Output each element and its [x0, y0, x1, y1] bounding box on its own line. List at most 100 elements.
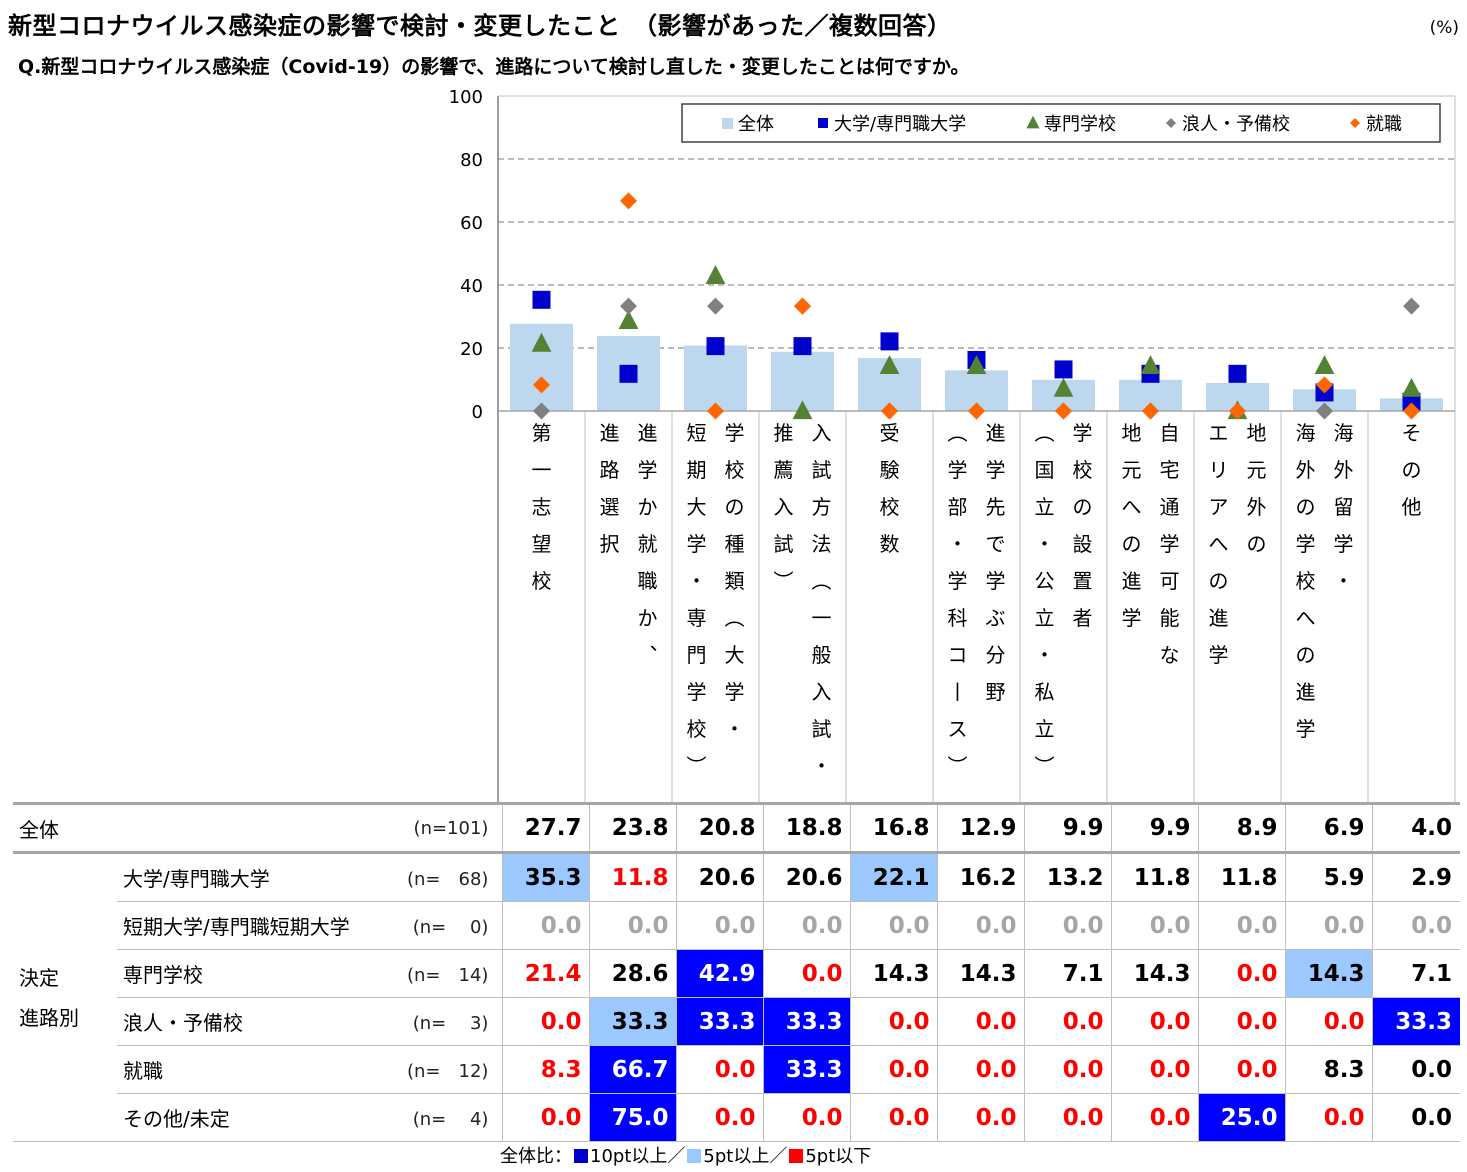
category-label-char: の — [725, 495, 745, 519]
table-cell: 0.0 — [937, 1045, 1025, 1094]
category-label-char: 短 — [687, 421, 707, 445]
table-cell: 4.0 — [1372, 802, 1460, 854]
table-cell: 6.9 — [1285, 802, 1373, 854]
category-label-char: 留 — [1334, 495, 1354, 519]
table-cell: 0.0 — [937, 901, 1025, 950]
category-label-char: ・ — [725, 717, 745, 741]
table-cell: 22.1 — [850, 852, 938, 902]
category-label-char: 元 — [1247, 458, 1267, 482]
category-label-char: 職 — [638, 569, 658, 593]
table-cell: 35.3 — [502, 852, 590, 902]
category-label-char: 学 — [948, 569, 968, 593]
table-cell: 18.8 — [763, 802, 851, 854]
legend-swatch — [1166, 118, 1176, 128]
table-cell: 0.0 — [1111, 997, 1199, 1046]
category-label-char: 分 — [986, 643, 1006, 667]
table-cell: 0.0 — [850, 1093, 938, 1142]
table-cell: 14.3 — [1111, 949, 1199, 998]
table-cell: 20.6 — [763, 852, 851, 902]
category-label-char: 大 — [687, 495, 707, 519]
table-cell: 0.0 — [676, 901, 764, 950]
table-cell: 5.9 — [1285, 852, 1373, 902]
table-cell: 0.0 — [1285, 901, 1373, 950]
table-cell: 9.9 — [1024, 802, 1112, 854]
category-label-char: 択 — [600, 532, 620, 556]
category-label-char: 校 — [1296, 569, 1316, 593]
category-label-char: の — [1296, 643, 1316, 667]
category-label-char: 設 — [1073, 532, 1093, 556]
category-label-char: 学 — [638, 458, 658, 482]
row-label: 就職 — [117, 1045, 407, 1094]
category-label-char: 専 — [687, 606, 707, 630]
table-row: 短期大学/専門職短期大学 (n= 0) 0.0 0.0 0.0 0.0 0.0 0.0 0.0 0… — [13, 901, 1460, 950]
category-label-char: ア — [1209, 495, 1229, 519]
category-label-char: 学 — [1122, 606, 1142, 630]
row-label: 大学/専門職大学 — [117, 852, 407, 902]
category-label-char: 地 — [1122, 421, 1142, 445]
category-label-char: 者 — [1073, 606, 1093, 630]
category-label-char: 通 — [1160, 495, 1180, 519]
table-cell: 0.0 — [502, 1093, 590, 1142]
legend-label: 大学/専門職大学 — [834, 114, 966, 135]
table-cell: 27.7 — [502, 802, 590, 854]
table-cell: 0.0 — [1111, 1093, 1199, 1142]
category-label-char: の — [1296, 495, 1316, 519]
category-label-char: の — [1209, 569, 1229, 593]
category-label-char: 海 — [1296, 421, 1316, 445]
unit-label: (%) — [1429, 18, 1459, 38]
table-cell: 0.0 — [1372, 1045, 1460, 1094]
category-label-char: 進 — [638, 421, 658, 445]
table-cell: 21.4 — [502, 949, 590, 998]
table-cell: 0.0 — [1198, 901, 1286, 950]
marker-senmon — [966, 355, 987, 375]
footnote: 全体比： 10pt以上／ 5pt以上／ 5pt以下 — [500, 1142, 871, 1168]
y-tick-label: 80 — [460, 150, 483, 171]
table-cell: 11.8 — [589, 852, 677, 902]
table-cell: 11.8 — [1111, 852, 1199, 902]
category-label-char: へ — [1209, 532, 1229, 556]
category-label-char: 学 — [725, 680, 745, 704]
row-n: (n= 12) — [407, 1045, 503, 1094]
category-label-char: 般 — [812, 643, 832, 667]
table-cell: 2.9 — [1372, 852, 1460, 902]
marker-senmon — [792, 400, 813, 420]
category-label-char: 自 — [1160, 421, 1180, 445]
category-label-char: 立 — [1035, 717, 1055, 741]
category-label-char: な — [1160, 643, 1180, 667]
category-label-char: 第 — [532, 421, 552, 445]
category-label-char: ︵ — [1035, 421, 1055, 445]
table-cell: 0.0 — [1198, 949, 1286, 998]
table-cell: 0.0 — [850, 997, 938, 1046]
y-tick-label: 40 — [460, 276, 483, 297]
table-cell: 0.0 — [502, 901, 590, 950]
category-label-char: の — [1402, 458, 1422, 482]
row-n: (n= 68) — [407, 852, 503, 902]
category-label-char: 校 — [687, 717, 707, 741]
footnote-item: 5pt以下 — [805, 1146, 872, 1167]
marker-univ — [532, 290, 551, 309]
row-label: 浪人・予備校 — [117, 997, 407, 1046]
category-label-char: ぶ — [986, 606, 1006, 630]
category-label-char: 進 — [1122, 569, 1142, 593]
legend-label: 専門学校 — [1044, 114, 1116, 135]
table-cell: 0.0 — [763, 949, 851, 998]
category-label-char: 望 — [532, 532, 552, 556]
table-cell: 20.6 — [676, 852, 764, 902]
marker-senmon — [1314, 355, 1335, 375]
marker-univ — [1228, 364, 1247, 383]
table-cell: 0.0 — [502, 997, 590, 1046]
row-n: (n= 0) — [407, 901, 503, 950]
marker-senmon — [705, 265, 726, 284]
table-cell: 14.3 — [1285, 949, 1373, 998]
category-label-char: 外 — [1334, 458, 1354, 482]
category-label-char: 公 — [1035, 569, 1055, 593]
category-label-char: ・ — [1035, 532, 1055, 556]
legend-swatch-overall — [722, 118, 733, 129]
footnote-swatch — [574, 1149, 588, 1163]
category-label-char: 大 — [725, 643, 745, 667]
row-n: (n= 14) — [407, 949, 503, 998]
legend-swatch — [818, 118, 828, 128]
category-label-char: 校 — [725, 458, 745, 482]
table-cell: 0.0 — [763, 901, 851, 950]
marker-shushoku — [881, 402, 898, 420]
